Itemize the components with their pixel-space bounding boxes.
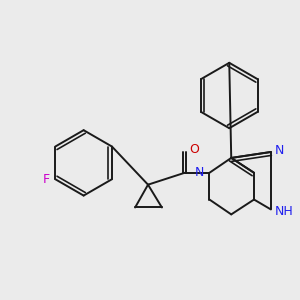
- Text: N: N: [275, 143, 284, 157]
- Text: NH: NH: [275, 205, 294, 218]
- Text: N: N: [195, 166, 205, 179]
- Text: F: F: [43, 173, 50, 186]
- Text: O: O: [190, 142, 200, 155]
